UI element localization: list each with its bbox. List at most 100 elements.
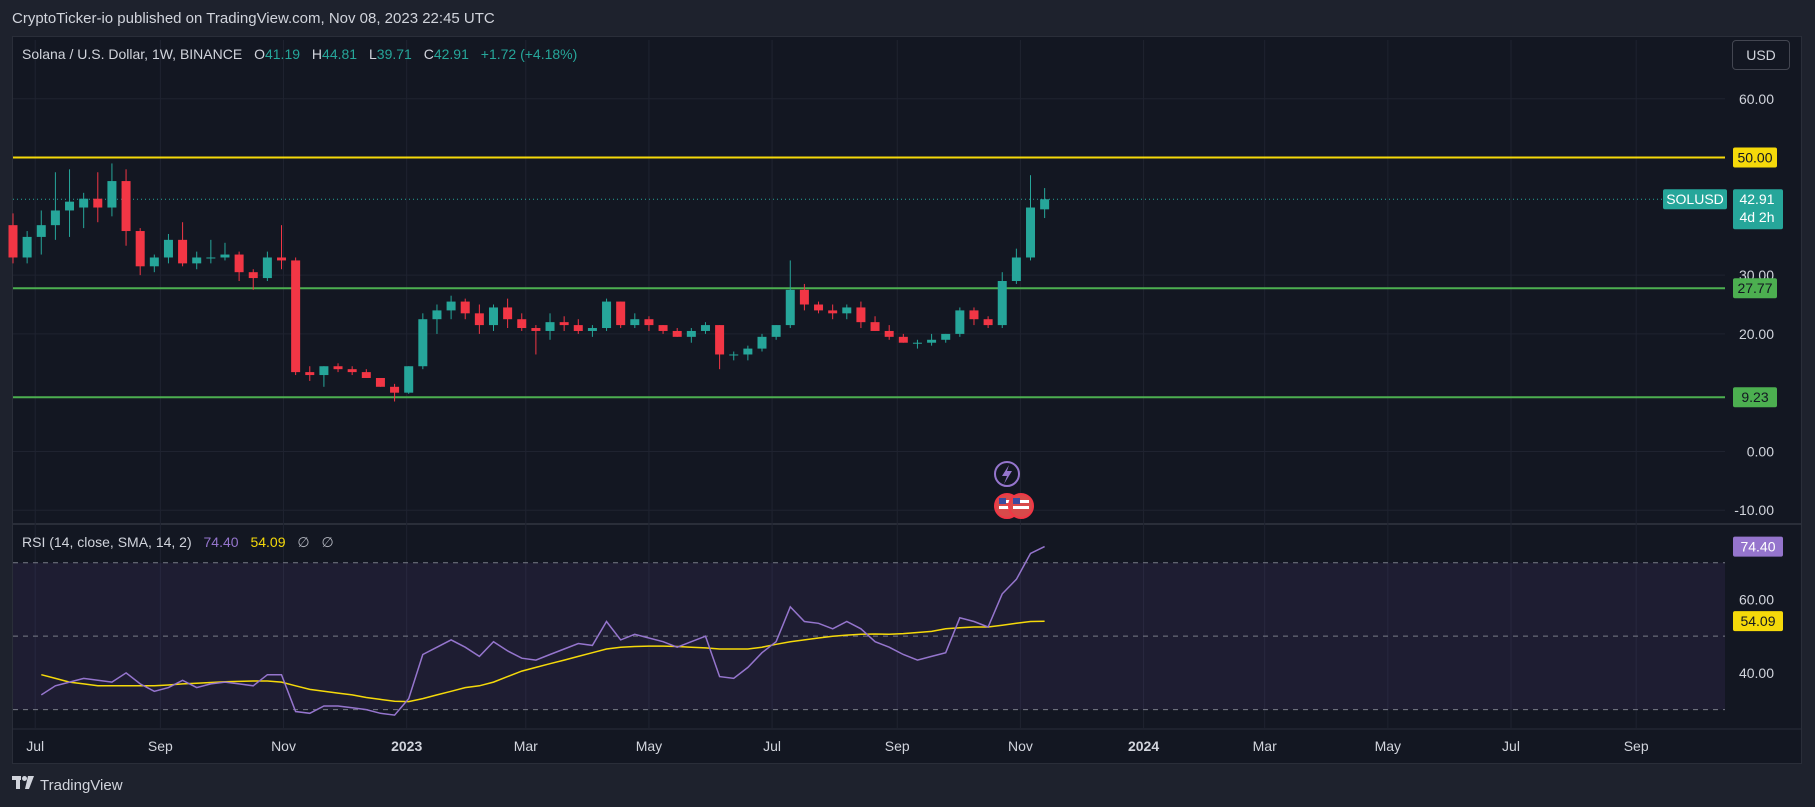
grid-lines xyxy=(12,40,1802,730)
candle xyxy=(234,251,244,281)
candle xyxy=(474,304,484,334)
candle xyxy=(22,231,32,264)
candle xyxy=(602,298,612,331)
candle xyxy=(700,322,710,334)
candle xyxy=(757,333,767,352)
candle xyxy=(997,272,1007,329)
event-markers[interactable] xyxy=(994,461,1034,519)
symbol-name: Solana / U.S. Dollar, 1W, BINANCE xyxy=(22,46,243,62)
currency-button[interactable]: USD xyxy=(1732,40,1790,70)
rsi-y-tick-label: 40.00 xyxy=(1739,665,1774,681)
svg-text:50.00: 50.00 xyxy=(1737,150,1772,166)
candle xyxy=(36,210,46,255)
candle xyxy=(715,325,725,370)
candle xyxy=(347,366,357,376)
candle xyxy=(630,313,640,329)
svg-text:27.77: 27.77 xyxy=(1737,280,1772,296)
x-tick-label: May xyxy=(1375,738,1401,754)
y-tick-label: 0.00 xyxy=(1747,443,1774,459)
candle xyxy=(163,233,173,264)
rsi-pane xyxy=(13,545,1725,716)
candle xyxy=(8,213,18,264)
rsi-legend[interactable]: RSI (14, close, SMA, 14, 2) 74.40 54.09 … xyxy=(22,534,334,551)
candle xyxy=(616,301,626,329)
candle xyxy=(644,316,654,331)
candle xyxy=(1040,188,1050,219)
candle xyxy=(446,295,456,320)
candle xyxy=(658,325,668,334)
x-tick-label: 2024 xyxy=(1128,738,1159,754)
candle xyxy=(545,313,555,340)
close-value: 42.91 xyxy=(433,46,469,62)
candle xyxy=(927,333,937,346)
time-axis[interactable]: Jul Sep Nov 2023 Mar May Jul Sep Nov 2024 Mar May Ju… xyxy=(26,738,1649,754)
symbol-legend[interactable]: Solana / U.S. Dollar, 1W, BINANCE O41.19… xyxy=(22,46,577,62)
level-badge: 27.77 xyxy=(1733,278,1777,299)
candle xyxy=(587,325,597,337)
x-tick-label: Mar xyxy=(514,738,538,754)
rsi-badge: 54.09 xyxy=(1733,611,1783,632)
candle xyxy=(361,369,371,378)
rsi-title: RSI (14, close, SMA, 14, 2) xyxy=(22,534,192,550)
tradingview-logo-icon xyxy=(12,776,34,794)
lightning-icon[interactable] xyxy=(994,461,1020,487)
candle xyxy=(969,307,979,326)
x-tick-label: Sep xyxy=(1624,738,1649,754)
level-badge: 9.23 xyxy=(1733,387,1777,408)
candlestick-series xyxy=(8,163,1050,402)
candle xyxy=(460,298,470,320)
current-price-badge: 42.91 4d 2h xyxy=(1733,189,1783,230)
candle xyxy=(814,301,824,314)
candle xyxy=(799,283,809,311)
candle xyxy=(206,239,216,264)
x-tick-label: Sep xyxy=(148,738,173,754)
footer-brand[interactable]: TradingView xyxy=(12,776,123,794)
candle xyxy=(135,228,145,276)
open-value: 41.19 xyxy=(264,46,301,62)
y-tick-label: 60.00 xyxy=(1739,91,1774,107)
candle xyxy=(729,351,739,361)
rsi-empty-1: ∅ xyxy=(297,534,310,550)
candle xyxy=(93,172,103,223)
us-flag-icon[interactable] xyxy=(1008,493,1034,519)
rsi-value: 74.40 xyxy=(203,534,239,550)
price-axis[interactable]: 60.0030.0020.000.00-10.0050.0027.779.23S… xyxy=(1663,91,1783,681)
candle xyxy=(333,363,343,373)
candle xyxy=(672,328,682,337)
svg-text:54.09: 54.09 xyxy=(1740,613,1775,629)
candle xyxy=(107,163,117,217)
low-label: L xyxy=(368,46,377,62)
candle xyxy=(432,304,442,334)
candle xyxy=(178,222,188,267)
candle xyxy=(828,304,838,320)
x-tick-label: Nov xyxy=(271,738,296,754)
rsi-sma-line xyxy=(41,620,1045,703)
candle xyxy=(941,333,951,343)
candle xyxy=(277,225,287,270)
candle xyxy=(319,366,329,387)
x-tick-label: Sep xyxy=(885,738,910,754)
svg-text:SOLUSD: SOLUSD xyxy=(1666,191,1724,207)
candle xyxy=(559,316,569,331)
candle xyxy=(291,257,301,376)
candle xyxy=(488,304,498,331)
high-value: 44.81 xyxy=(322,46,358,62)
candle xyxy=(771,325,781,340)
candle xyxy=(305,366,315,381)
svg-text:42.91: 42.91 xyxy=(1739,191,1774,207)
candle xyxy=(192,251,202,270)
candle xyxy=(65,169,75,237)
level-badge: 50.00 xyxy=(1733,147,1777,168)
high-label: H xyxy=(311,46,323,62)
candle xyxy=(79,192,89,229)
candle xyxy=(248,269,258,290)
candle xyxy=(375,377,385,387)
symbol-badge: SOLUSD xyxy=(1663,189,1727,210)
candle xyxy=(955,307,965,337)
x-tick-label: Jul xyxy=(1502,738,1520,754)
x-tick-label: Jul xyxy=(763,738,781,754)
publish-line: CryptoTicker-io published on TradingView… xyxy=(12,10,495,27)
x-tick-label: Mar xyxy=(1253,738,1277,754)
candle xyxy=(418,313,428,370)
